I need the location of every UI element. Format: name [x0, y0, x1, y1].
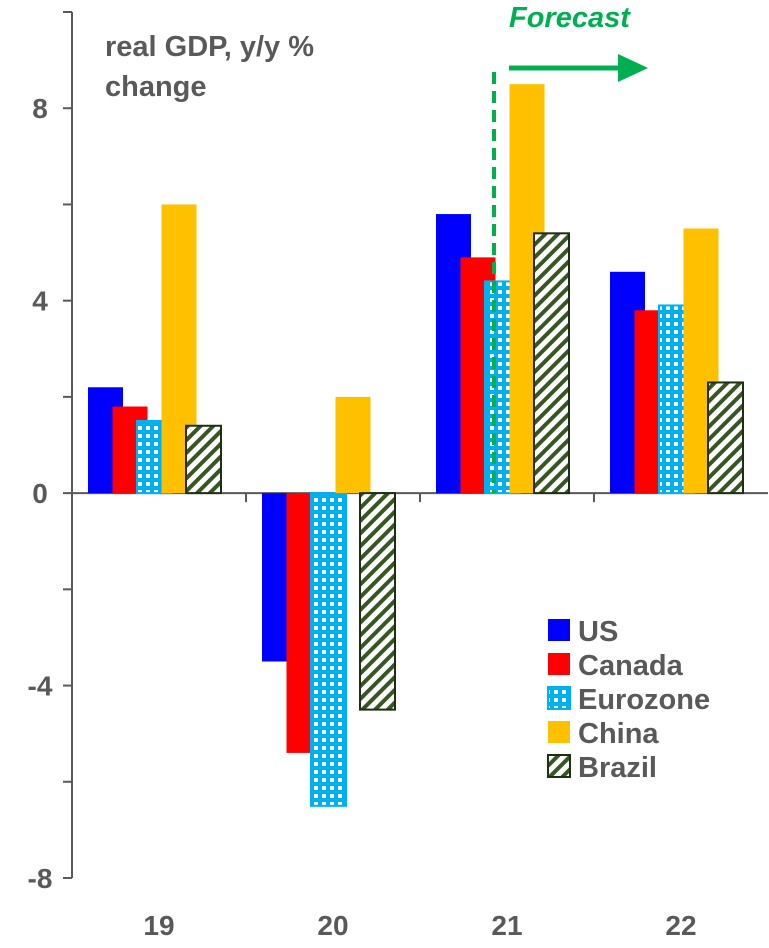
plot-area: 8 4 0 -4 -8 19 20 21 22 — [28, 11, 768, 941]
bar-eurozone-20 — [310, 492, 347, 807]
legend-swatch-brazil — [547, 754, 571, 778]
legend-swatch-eurozone — [547, 686, 571, 710]
x-tick-label: 21 — [491, 910, 522, 941]
x-tick-labels: 19 20 21 22 — [143, 910, 696, 941]
forecast-arrow-icon — [618, 54, 648, 82]
x-tick-label: 20 — [317, 910, 348, 941]
y-tick-label: 4 — [32, 286, 48, 317]
x-tick-marks — [245, 493, 595, 503]
forecast-marker: Forecast — [492, 2, 648, 494]
x-tick-label: 19 — [143, 910, 174, 941]
y-tick-labels: 8 4 0 -4 -8 — [28, 93, 53, 894]
bar-brazil-20 — [359, 492, 396, 711]
legend-swatch-china — [548, 721, 570, 743]
chart-subtitle: change — [105, 71, 207, 103]
y-tick-label: 0 — [32, 478, 48, 509]
bar-series-group — [88, 84, 744, 807]
forecast-label: Forecast — [509, 2, 631, 34]
legend-label-canada: Canada — [578, 650, 684, 682]
legend-label-us: US — [578, 616, 618, 648]
chart-title: real GDP, y/y % — [105, 31, 314, 63]
bar-brazil-22 — [707, 381, 744, 495]
y-tick-label: -4 — [28, 671, 53, 702]
y-tick-marks — [63, 11, 72, 879]
y-tick-label: 8 — [32, 93, 48, 124]
legend-label-china: China — [578, 718, 659, 750]
legend-swatch-us — [548, 619, 570, 641]
bar-brazil-19 — [185, 424, 222, 495]
bar-china-20 — [335, 396, 371, 494]
x-tick-label: 22 — [665, 910, 696, 941]
legend-swatch-canada — [548, 653, 570, 675]
bar-brazil-21 — [533, 232, 570, 495]
legend-label-eurozone: Eurozone — [578, 684, 710, 716]
y-tick-label: -8 — [28, 863, 53, 894]
legend-label-brazil: Brazil — [578, 752, 657, 784]
